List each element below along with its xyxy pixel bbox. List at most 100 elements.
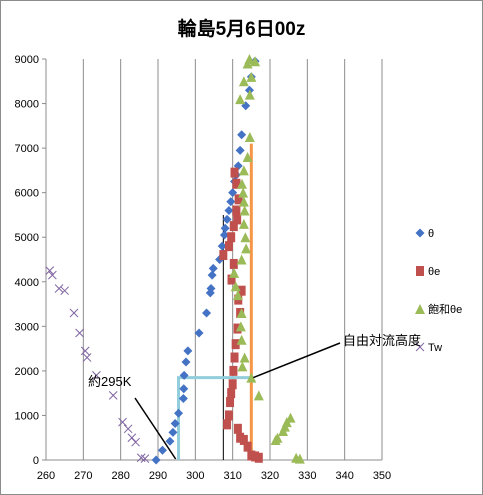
data-point-square [239,434,248,445]
data-point-diamond [235,145,245,155]
data-point-triangle [237,178,247,189]
data-point-x-stroke [118,417,127,427]
data-point-triangle [235,94,246,105]
data-point-triangle [272,432,283,443]
data-point-x [47,270,57,280]
data-point-diamond [217,241,227,251]
data-point-triangle [239,352,250,363]
data-point-triangle [238,76,249,87]
data-point-x [140,454,150,464]
y-tick-label: 7000 [15,143,39,155]
data-point-x-stroke [136,453,146,463]
data-point-square [229,221,238,232]
annotation-pointer-295k [134,397,177,460]
data-point-diamond [226,197,236,207]
data-point-triangle [236,334,247,345]
marks-layer [45,54,305,465]
data-point-diamond [206,283,216,293]
data-point-square [227,388,236,399]
data-point-triangle [236,307,247,318]
data-point-x [82,353,92,362]
y-tick-label: 2000 [15,366,39,378]
x-tick-label: 300 [186,470,204,482]
data-point-diamond [237,130,247,140]
data-point-square [226,397,235,408]
data-point-x [127,433,137,443]
data-point-diamond [165,436,175,446]
data-point-x [80,346,90,356]
data-point-triangle [294,453,305,464]
data-point-x-stroke [92,370,101,380]
chart-title: 輪島5月6日00z [177,19,306,40]
legend-marker-triangle [415,304,425,314]
data-point-triangle [253,390,264,401]
data-point-x [69,308,79,318]
data-point-triangle [230,281,241,292]
data-point-square [233,214,242,225]
data-point-diamond [208,263,218,273]
data-point-x [75,328,84,338]
data-point-square [227,232,236,243]
data-point-triangle [246,71,257,82]
legend: θ θe 飽和θe Tw [415,228,462,354]
x-tick-label: 280 [111,470,129,482]
data-point-diamond [168,427,178,437]
data-point-square [237,285,246,296]
data-point-triangle [238,218,249,229]
annotation-295k: 約295K [88,374,132,389]
axis-layer: 260 270 280 290 300 310 320 330 340 350 0 1000 2000 3… [15,54,392,482]
data-point-x-stroke [123,424,133,434]
data-point-square [229,365,238,376]
data-point-x-stroke [131,437,140,447]
data-point-triangle [238,187,249,198]
legend-marker-square [416,266,424,276]
x-tick-label: 350 [373,470,391,482]
data-point-x [136,453,146,463]
x-tick-label: 260 [37,470,55,482]
data-point-square [229,258,238,269]
data-point-x [60,286,70,296]
annotation-lfc: 自由対流高度 [343,333,421,348]
data-point-x [54,284,64,293]
annotation-layer: 約295K 自由対流高度 [88,333,421,460]
data-point-triangle [246,372,257,383]
data-point-triangle [244,89,255,100]
data-point-diamond [179,384,189,394]
data-point-x-stroke [82,353,92,362]
data-point-square [224,410,233,421]
data-point-square [224,241,233,252]
data-point-square [219,250,228,261]
data-point-diamond [222,214,232,224]
annotation-pointer-lfc [253,342,341,379]
data-point-x-stroke [127,433,137,443]
data-point-square [254,452,263,463]
data-point-x-stroke [69,308,79,318]
data-point-diamond [178,394,188,404]
data-point-triangle [237,361,248,372]
y-tick-label: 6000 [15,188,39,200]
data-point-square [230,352,239,363]
data-point-x [123,424,133,434]
data-point-square [232,205,241,216]
legend-label: Tw [428,342,442,354]
data-point-triangle [285,412,296,423]
data-point-triangle [244,54,255,64]
x-tick-label: 320 [261,470,279,482]
data-point-triangle [232,290,243,301]
y-tick-label: 3000 [15,321,39,333]
data-point-x [92,370,101,380]
data-point-diamond [170,418,180,428]
data-point-diamond [207,270,217,280]
data-point-x-stroke [60,286,70,296]
data-point-triangle [241,243,252,254]
data-point-diamond [183,346,193,356]
legend-label: θ [428,228,434,240]
y-tick-label: 4000 [15,277,39,289]
data-point-square [228,379,237,390]
y-tick-label: 1000 [15,410,39,422]
x-tick-label: 310 [223,470,241,482]
data-point-diamond [224,205,234,215]
data-point-diamond [219,230,229,240]
data-point-x-stroke [140,454,150,464]
